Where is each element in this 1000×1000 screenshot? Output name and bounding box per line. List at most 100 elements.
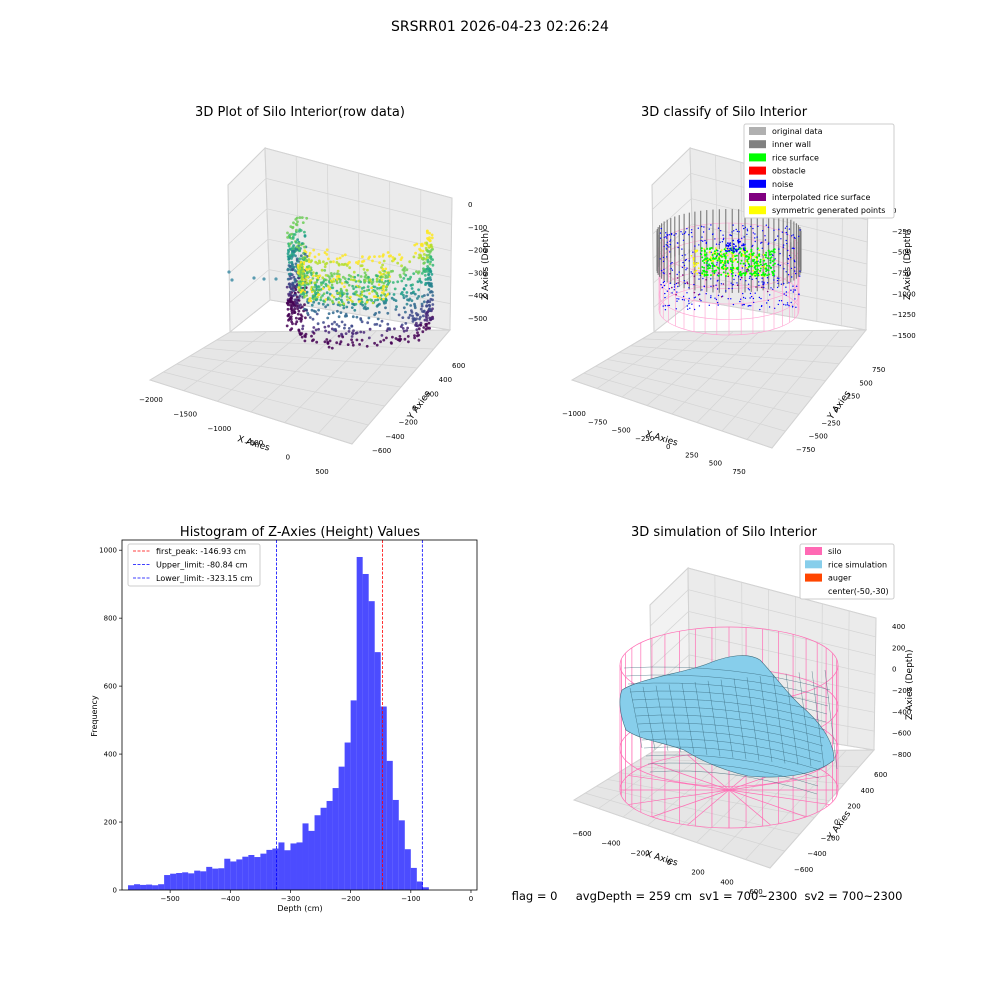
noise-point xyxy=(786,233,788,236)
rice-mesh-line xyxy=(625,674,830,699)
plot1-point xyxy=(369,298,372,302)
rice-surface-point xyxy=(730,260,732,263)
noise-point xyxy=(686,228,688,230)
y-axis-label: Frequency xyxy=(90,695,99,737)
plot1-point xyxy=(357,260,361,263)
noise-point xyxy=(776,286,779,289)
plot2-y-tick-label: 250 xyxy=(847,393,860,401)
plot1-point xyxy=(364,273,368,277)
plot1-point xyxy=(299,261,303,264)
noise-point xyxy=(716,301,719,304)
interpolated-point xyxy=(675,293,677,296)
grid-line xyxy=(227,147,266,186)
noise-point xyxy=(698,272,700,274)
interpolated-point xyxy=(669,272,671,275)
grid-line xyxy=(650,632,690,669)
rice-surface-point xyxy=(772,264,775,267)
plot1-point xyxy=(347,273,351,277)
plot1-point xyxy=(306,275,310,279)
noise-point xyxy=(793,289,795,291)
noise-point xyxy=(765,224,767,226)
plot1-point xyxy=(430,273,434,276)
legend-label: inner wall xyxy=(772,140,811,149)
plot1-point xyxy=(325,253,329,256)
noise-point xyxy=(731,287,733,290)
plot1-point xyxy=(325,338,329,341)
plot1-point xyxy=(384,280,387,283)
grid-line xyxy=(650,611,689,648)
noise-point xyxy=(798,235,800,238)
noise-point xyxy=(664,292,666,295)
plot1-point xyxy=(311,290,314,294)
interpolated-point xyxy=(727,275,729,278)
plot1-point xyxy=(286,307,290,311)
plot4-y-tick-label: −600 xyxy=(794,866,813,874)
histogram-bar xyxy=(368,601,375,890)
plot1-point xyxy=(303,287,307,290)
noise-point xyxy=(770,287,772,289)
rice-surface-point xyxy=(772,248,775,251)
rice-surface-point xyxy=(763,274,766,277)
plot1-point xyxy=(413,292,417,296)
plot1-point xyxy=(417,327,421,331)
legend-swatch xyxy=(805,573,822,582)
plot1-point xyxy=(293,278,297,282)
rice-surface-point xyxy=(747,262,750,265)
plot1-point xyxy=(300,315,304,318)
rice-surface-point xyxy=(717,274,720,277)
plot1-point xyxy=(338,294,342,298)
noise-point xyxy=(710,224,712,226)
legend-label: rice surface xyxy=(772,153,819,162)
noise-point xyxy=(758,284,760,287)
noise-point xyxy=(736,230,739,233)
rice-mesh-line xyxy=(633,706,826,731)
rice-surface-point xyxy=(756,247,759,250)
plot1-point xyxy=(331,299,334,303)
noise-point xyxy=(776,279,779,282)
rice-surface-point xyxy=(755,270,758,273)
noise-point xyxy=(739,278,742,281)
plot1-point xyxy=(315,271,318,275)
plot1-point xyxy=(286,267,290,271)
plot1-point xyxy=(357,279,360,283)
plot4-y-tick-label: 400 xyxy=(861,787,874,795)
plot4-zlabel: Z Axies (Depth) xyxy=(905,649,915,720)
plot2-x-tick-label: −1000 xyxy=(562,410,586,418)
symmetric-point xyxy=(696,250,699,252)
noise-point xyxy=(665,236,667,238)
noise-point xyxy=(717,227,720,229)
interpolated-point xyxy=(699,298,701,301)
rice-surface-point xyxy=(708,248,711,251)
rice-surface-point xyxy=(740,274,743,277)
plot1-title: 3D Plot of Silo Interior(row data) xyxy=(195,105,405,120)
interpolated-point xyxy=(755,286,757,288)
plot1-point xyxy=(380,275,383,279)
plot4-x-tick-label: 400 xyxy=(720,878,733,886)
plot1-point xyxy=(330,346,334,350)
noise-point xyxy=(700,239,702,242)
rice-surface-point xyxy=(759,258,762,261)
legend-label: symmetric generated points xyxy=(772,206,885,215)
noise-point xyxy=(782,244,785,246)
rice-surface-point xyxy=(705,253,708,256)
noise-point xyxy=(663,280,666,283)
noise-point xyxy=(728,287,730,290)
plot2-z-tick-label: −1000 xyxy=(892,290,916,298)
plot1-point xyxy=(294,241,298,244)
plot1-point xyxy=(314,291,317,294)
noise-point xyxy=(716,262,718,264)
noise-point xyxy=(742,243,745,246)
noise-point xyxy=(776,277,779,279)
histogram-bar xyxy=(386,760,393,890)
plot1-point xyxy=(305,281,308,284)
noise-point xyxy=(760,297,762,300)
plot1-point xyxy=(405,291,409,294)
plot1-point xyxy=(311,294,315,298)
noise-point xyxy=(688,287,690,289)
plot1-point xyxy=(382,297,385,301)
rice-surface-point xyxy=(725,252,728,254)
plot2-z-tick-label: −750 xyxy=(892,270,911,278)
rice-surface-point xyxy=(773,258,776,261)
rice-mesh-line xyxy=(772,674,786,764)
plot1-point xyxy=(384,288,388,292)
